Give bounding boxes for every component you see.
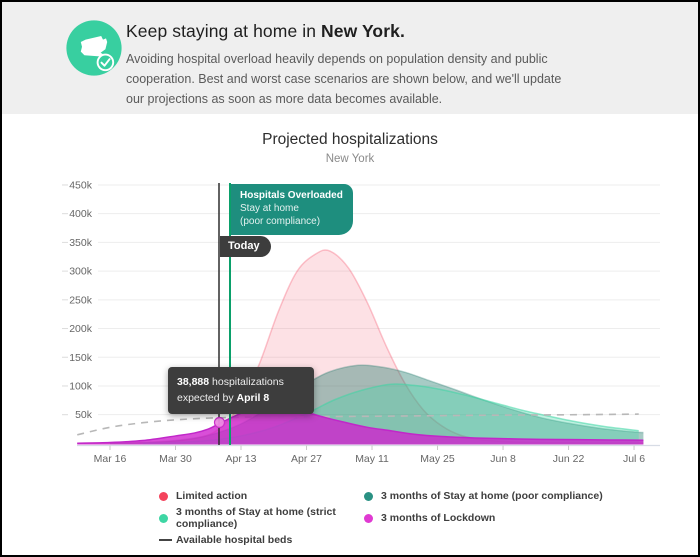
data-point-marker	[213, 416, 226, 429]
legend-dot-icon	[159, 491, 168, 501]
x-axis-label: May 25	[420, 453, 455, 465]
overload-badge: Hospitals Overloaded Stay at home (poor …	[231, 184, 353, 235]
y-axis-label: 250k	[69, 294, 93, 306]
check-icon	[100, 58, 111, 67]
x-axis-label: May 11	[355, 453, 389, 465]
series-area-limited-action	[77, 249, 644, 445]
y-axis-label: 100k	[69, 380, 93, 392]
legend-dot-icon	[364, 513, 373, 523]
chart-subtitle: New York	[325, 153, 375, 165]
y-axis-label: 50k	[75, 409, 93, 421]
legend-item: Limited action	[159, 490, 364, 502]
chart-title: Projected hospitalizations	[262, 131, 438, 148]
y-axis-label: 300k	[69, 266, 93, 278]
overload-badge-line1: Stay at home	[240, 203, 299, 215]
page-subtitle: Avoiding hospital overload heavily depen…	[126, 52, 562, 106]
legend-dot-icon	[364, 491, 373, 501]
legend-item: 3 months of Stay at home (strict complia…	[159, 506, 364, 530]
y-axis-label: 200k	[69, 323, 93, 335]
header-banner: Keep staying at home in New York. Avoidi…	[2, 2, 698, 114]
legend-dash-icon	[159, 538, 172, 542]
legend-item: 3 months of Lockdown	[364, 506, 603, 530]
overload-badge-line2: (poor compliance)	[240, 216, 321, 228]
x-axis-label: Apr 13	[226, 453, 257, 465]
today-badge: Today	[220, 236, 271, 257]
x-axis-label: Apr 27	[291, 453, 322, 465]
y-axis-label: 450k	[69, 179, 93, 191]
page-title: Keep staying at home in New York.	[126, 21, 405, 41]
x-axis-label: Jul 6	[623, 453, 645, 465]
x-axis-label: Mar 30	[159, 453, 192, 465]
x-axis-label: Jun 22	[553, 453, 585, 465]
y-axis-label: 350k	[69, 237, 93, 249]
legend-label: 3 months of Stay at home (poor complianc…	[381, 490, 603, 502]
legend-label: Limited action	[176, 490, 248, 502]
hospitalizations-tooltip: 38,888 hospitalizations expected by April…	[168, 367, 314, 414]
legend-item: 3 months of Stay at home (poor complianc…	[364, 490, 603, 502]
new-york-state-check-icon	[64, 18, 124, 78]
legend-label: Available hospital beds	[176, 534, 293, 546]
legend-label: 3 months of Lockdown	[381, 512, 496, 524]
y-axis-label: 150k	[69, 352, 93, 364]
overload-badge-title: Hospitals Overloaded	[240, 190, 343, 201]
series-area-3-months-of-stay-at-home-strict-compliance-	[142, 383, 639, 445]
legend-dot-icon	[159, 513, 168, 523]
x-axis-label: Jun 8	[490, 453, 516, 465]
legend-item: Available hospital beds	[159, 534, 364, 546]
y-axis-label: 400k	[69, 208, 93, 220]
x-axis-label: Mar 16	[94, 453, 127, 465]
legend-label: 3 months of Stay at home (strict complia…	[176, 506, 336, 530]
chart-legend: Limited action 3 months of Stay at home (…	[159, 490, 603, 546]
